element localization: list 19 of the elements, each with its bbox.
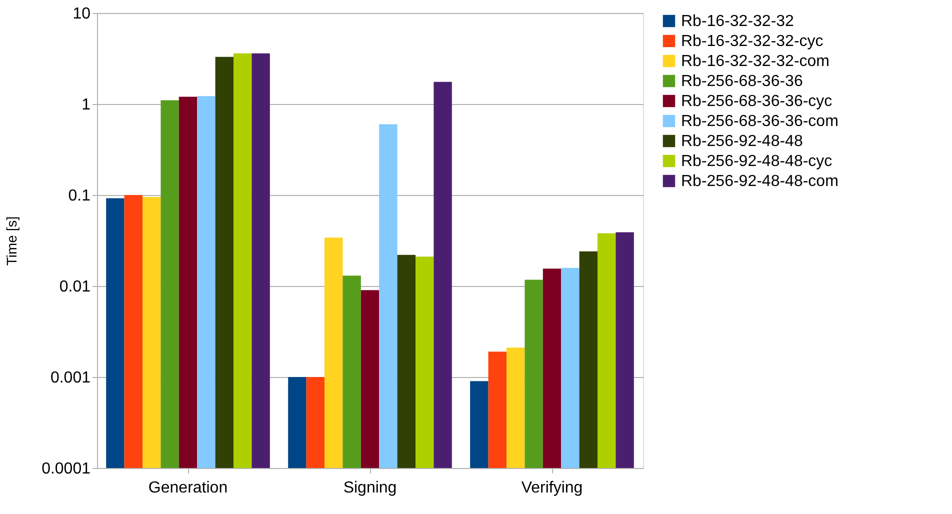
y-tick-label: 0.001 [50,370,91,386]
y-tick-label: 0.01 [59,278,91,296]
y-tick-label: 0.0001 [42,460,91,478]
legend-label: Rb-16-32-32-32-cyc [681,33,824,50]
x-tick-label: Signing [343,480,397,496]
legend-label: Rb-256-92-48-48-com [681,173,838,190]
y-tick-label: 1 [82,96,91,114]
legend-label: Rb-256-68-36-36-com [681,113,838,130]
y-tick-label: 10 [72,6,91,22]
y-axis-title: Time [s] [4,216,20,266]
x-tick-label: Generation [148,480,228,496]
legend-label: Rb-256-68-36-36-cyc [681,93,832,110]
legend-label: Rb-16-32-32-32-com [681,53,830,70]
legend-label: Rb-256-68-36-36 [681,73,803,90]
legend-label: Rb-16-32-32-32 [681,13,794,30]
x-tick-label: Verifying [521,480,583,496]
y-tick-label: 0.1 [68,188,91,204]
legend-label: Rb-256-92-48-48 [681,133,803,150]
legend-label: Rb-256-92-48-48-cyc [681,153,832,170]
